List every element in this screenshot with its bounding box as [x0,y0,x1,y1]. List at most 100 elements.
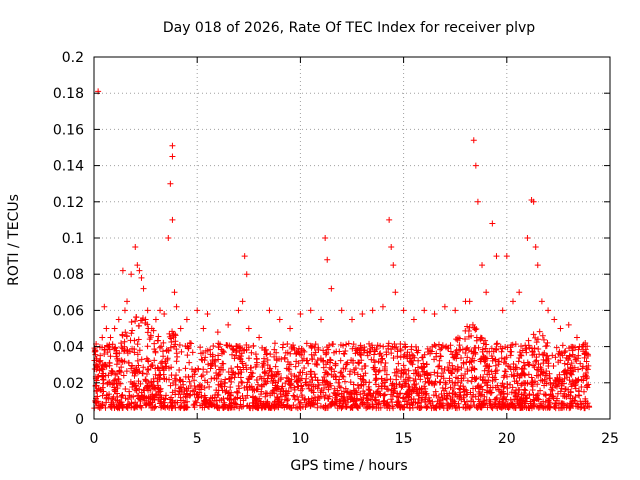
band-point [546,399,553,406]
band-point [504,344,511,351]
band-point [99,402,106,409]
band-point [397,354,404,361]
grid-layer [94,57,610,419]
band-point [250,342,257,349]
roti-point [493,253,500,260]
band-point [158,343,165,350]
band-point [129,327,136,334]
band-point [554,374,561,381]
band-point [337,369,344,376]
x-tick-label: 15 [395,431,413,447]
band-point [556,405,563,412]
band-point [449,362,456,369]
band-point [380,398,387,405]
band-point [259,363,266,370]
y-tick-label: 0.06 [53,303,84,319]
band-point [253,361,260,368]
band-point [463,345,470,352]
band-point [556,348,563,355]
band-point [201,357,208,364]
band-point [554,375,561,382]
x-tick-label: 10 [291,431,309,447]
band-point [447,342,454,349]
band-point [543,342,550,349]
band-point [575,352,582,359]
band-point [559,393,566,400]
band-point [454,337,461,344]
band-point [412,399,419,406]
band-point [309,355,316,362]
band-point [542,391,549,398]
band-point [438,345,445,352]
band-point [446,377,453,384]
band-point [464,323,471,330]
band-point [94,363,101,370]
band-point [371,359,378,366]
band-point [126,388,133,395]
band-point [314,377,321,384]
band-point [326,342,333,349]
band-point [462,336,469,343]
band-point [477,384,484,391]
band-point [327,359,334,366]
band-point [338,369,345,376]
band-point [176,341,183,348]
band-point [146,336,153,343]
band-point [405,397,412,404]
band-point [151,357,158,364]
band-point [508,348,515,355]
band-point [275,370,282,377]
band-point [572,344,579,351]
band-point [430,392,437,399]
band-point [337,384,344,391]
band-point [238,378,245,385]
band-point [474,383,481,390]
band-point [324,403,331,410]
y-tick-label: 0.18 [53,86,84,102]
band-point [184,352,191,359]
band-point [375,400,382,407]
band-point [462,349,469,356]
band-point [271,346,278,353]
band-point [132,386,139,393]
roti-point [119,267,126,274]
band-point [275,377,282,384]
band-point [321,394,328,401]
band-point [109,341,116,348]
band-point [239,379,246,386]
band-point [185,374,192,381]
y-tick-label: 0.14 [53,159,84,175]
band-point [453,374,460,381]
band-point [381,383,388,390]
band-point [443,390,450,397]
band-point [565,357,572,364]
band-point [367,390,374,397]
band-point [154,382,161,389]
band-point [366,387,373,394]
band-point [131,346,138,353]
band-point [326,364,333,371]
band-point [573,377,580,384]
band-point [358,382,365,389]
roti-point [410,316,417,323]
band-point [537,377,544,384]
band-point [149,383,156,390]
band-point [288,370,295,377]
band-point [530,362,537,369]
band-point [460,404,467,411]
band-point [104,342,111,349]
roti-point [472,162,479,169]
band-point [454,363,461,370]
band-point [224,342,231,349]
y-tick-label: 0.1 [62,231,84,247]
band-point [537,387,544,394]
band-point [475,344,482,351]
band-point [144,343,151,350]
band-point [325,395,332,402]
roti-point [379,303,386,310]
band-point [308,386,315,393]
roti-point [134,262,141,269]
roti-point [266,307,273,314]
band-point [266,365,273,372]
band-point [574,403,581,410]
